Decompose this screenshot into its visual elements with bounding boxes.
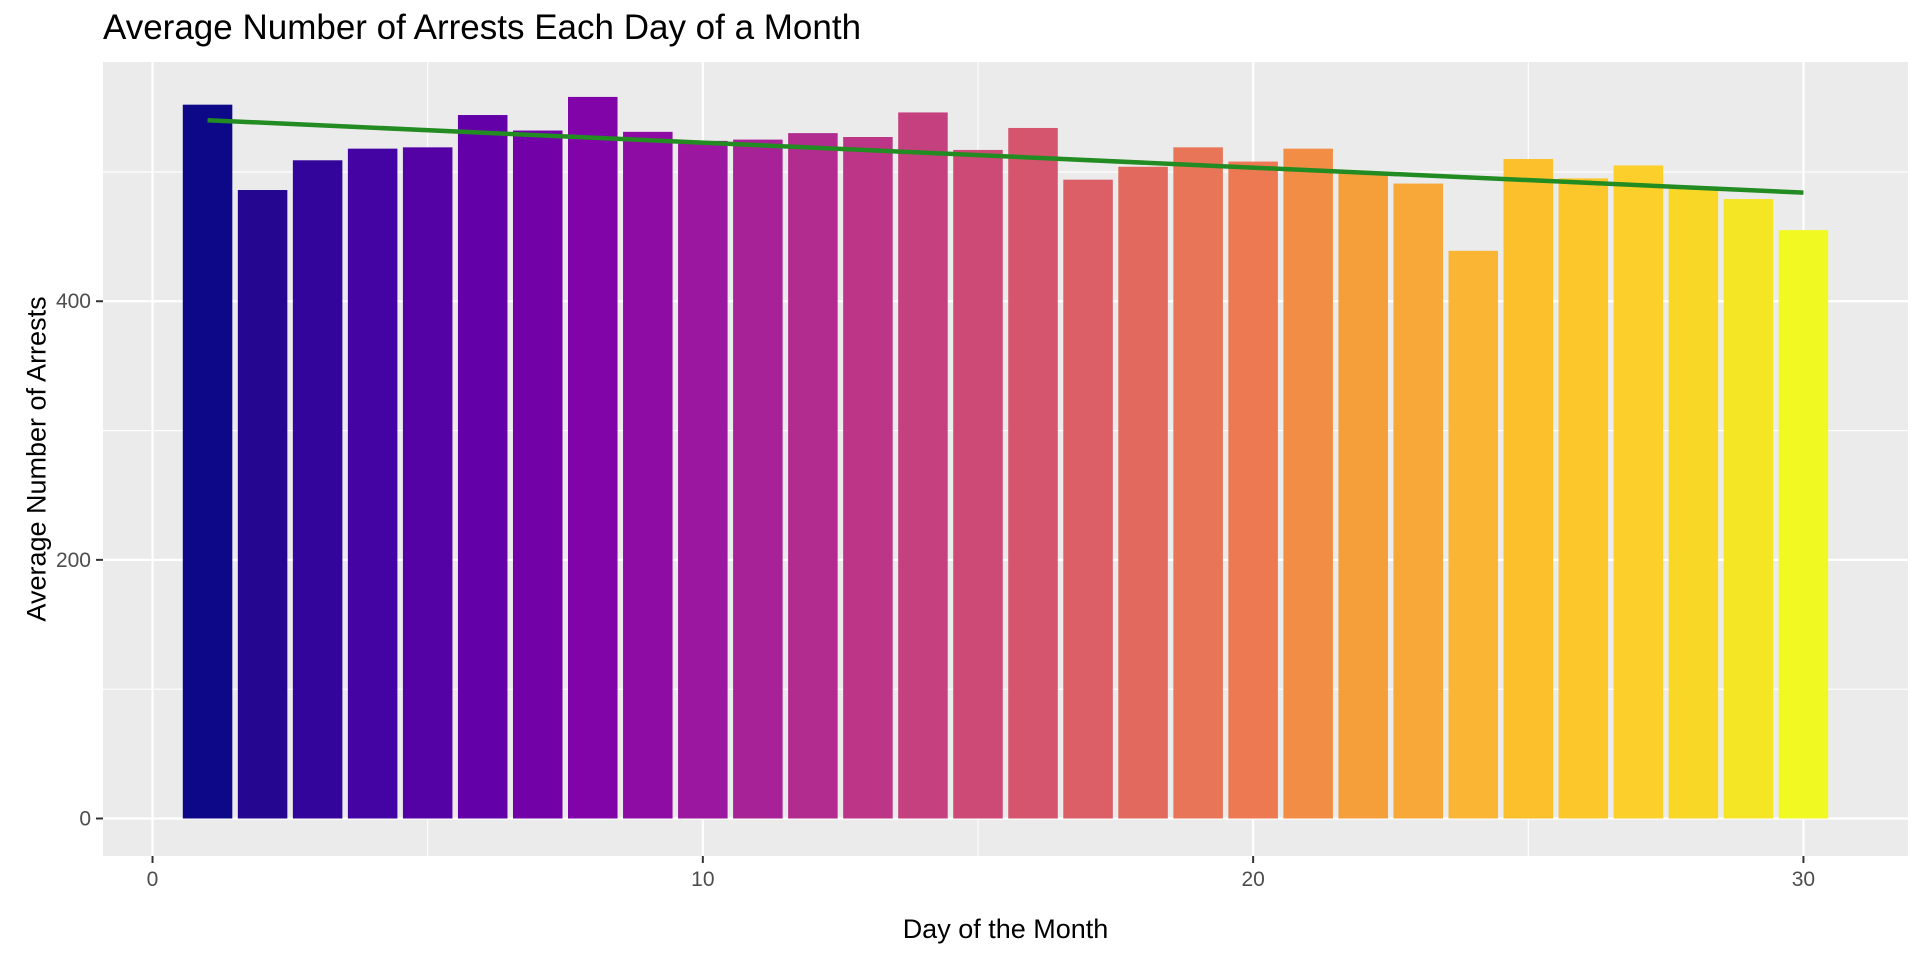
bar-day-29 xyxy=(1723,199,1774,819)
chart-title: Average Number of Arrests Each Day of a … xyxy=(103,8,862,47)
bar-day-11 xyxy=(733,139,783,819)
trend-line xyxy=(207,117,1804,195)
x-axis-title: Day of the Month xyxy=(903,914,1109,944)
bar-day-6 xyxy=(457,115,508,819)
bar-day-15 xyxy=(953,149,1003,819)
bar-day-8 xyxy=(568,96,618,819)
bar-day-4 xyxy=(347,148,398,819)
bar-day-12 xyxy=(788,133,838,819)
bar-day-25 xyxy=(1503,158,1554,819)
bar-day-23 xyxy=(1393,183,1443,819)
bar-day-22 xyxy=(1338,171,1388,819)
bar-day-27 xyxy=(1613,165,1664,819)
y-axis-title: Average Number of Arrests xyxy=(21,296,51,621)
bar-day-18 xyxy=(1118,166,1168,819)
bar-day-10 xyxy=(678,140,728,819)
x-tick-label: 20 xyxy=(1241,868,1264,891)
bar-day-14 xyxy=(898,112,948,819)
bar-day-7 xyxy=(512,130,563,819)
bar-day-2 xyxy=(237,190,288,819)
bar-day-9 xyxy=(623,131,673,819)
bar-day-30 xyxy=(1778,230,1829,819)
bar-day-3 xyxy=(292,160,343,819)
bar-day-17 xyxy=(1063,179,1113,819)
bar-day-19 xyxy=(1173,147,1223,819)
y-tick-label: 200 xyxy=(56,549,91,572)
x-tick-label: 10 xyxy=(691,868,714,891)
bars xyxy=(182,96,1829,819)
bar-day-24 xyxy=(1448,250,1499,819)
bar-day-1 xyxy=(182,104,233,819)
bar-day-21 xyxy=(1283,148,1333,819)
bar-day-26 xyxy=(1558,178,1609,819)
bar-day-28 xyxy=(1668,188,1719,819)
bar-day-5 xyxy=(402,147,453,819)
y-tick-label: 400 xyxy=(56,290,91,313)
bar-day-16 xyxy=(1008,127,1058,819)
x-tick-label: 30 xyxy=(1792,868,1815,891)
trend-line-group xyxy=(207,117,1804,195)
bar-day-20 xyxy=(1228,161,1278,819)
tick-labels: 0 10 20 30 0 200 400 xyxy=(56,290,1815,891)
y-tick-label: 0 xyxy=(79,807,91,830)
axis-ticks xyxy=(96,300,1805,863)
x-tick-label: 0 xyxy=(147,868,159,891)
bar-day-13 xyxy=(843,137,893,819)
